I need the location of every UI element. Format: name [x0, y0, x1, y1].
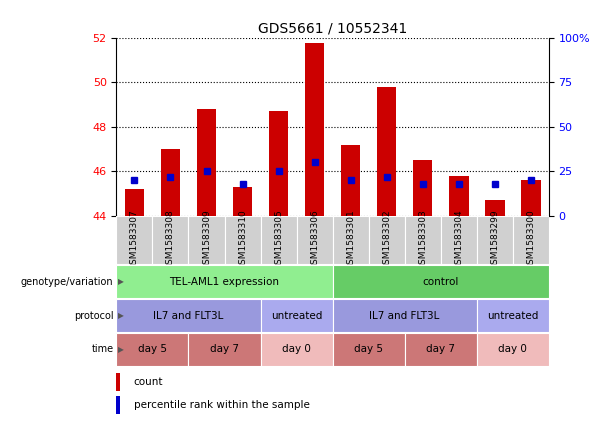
- Bar: [341, 145, 360, 216]
- Bar: [197, 109, 216, 216]
- Bar: [333, 299, 477, 332]
- Bar: [232, 187, 253, 216]
- Bar: [297, 216, 333, 264]
- Bar: [485, 200, 504, 216]
- Text: control: control: [422, 277, 459, 287]
- Bar: [116, 373, 120, 391]
- Text: IL7 and FLT3L: IL7 and FLT3L: [370, 310, 440, 321]
- Bar: [477, 333, 549, 366]
- Text: GSM1583301: GSM1583301: [346, 210, 355, 270]
- Bar: [116, 216, 153, 264]
- Text: ▶: ▶: [118, 277, 124, 286]
- Title: GDS5661 / 10552341: GDS5661 / 10552341: [258, 22, 407, 36]
- Bar: [161, 149, 180, 216]
- Bar: [413, 160, 433, 216]
- Text: GSM1583302: GSM1583302: [382, 210, 391, 270]
- Text: untreated: untreated: [271, 310, 322, 321]
- Bar: [153, 216, 189, 264]
- Bar: [189, 333, 261, 366]
- Bar: [368, 216, 405, 264]
- Bar: [189, 216, 224, 264]
- Bar: [405, 216, 441, 264]
- Text: GSM1583306: GSM1583306: [310, 210, 319, 270]
- Bar: [333, 216, 368, 264]
- Bar: [261, 333, 332, 366]
- Text: GSM1583307: GSM1583307: [130, 210, 139, 270]
- Bar: [520, 180, 541, 216]
- Text: percentile rank within the sample: percentile rank within the sample: [134, 400, 310, 410]
- Text: GSM1583310: GSM1583310: [238, 210, 247, 270]
- Text: GSM1583305: GSM1583305: [274, 210, 283, 270]
- Bar: [116, 265, 333, 298]
- Text: day 0: day 0: [282, 344, 311, 354]
- Bar: [261, 216, 297, 264]
- Text: ▶: ▶: [118, 345, 124, 354]
- Text: GSM1583299: GSM1583299: [490, 210, 499, 270]
- Text: TEL-AML1 expression: TEL-AML1 expression: [170, 277, 280, 287]
- Text: protocol: protocol: [74, 310, 113, 321]
- Text: day 7: day 7: [426, 344, 455, 354]
- Text: GSM1583304: GSM1583304: [454, 210, 463, 270]
- Text: GSM1583303: GSM1583303: [418, 210, 427, 270]
- Bar: [441, 216, 477, 264]
- Text: GSM1583300: GSM1583300: [526, 210, 535, 270]
- Text: untreated: untreated: [487, 310, 538, 321]
- Text: day 5: day 5: [354, 344, 383, 354]
- Bar: [477, 216, 512, 264]
- Text: day 7: day 7: [210, 344, 239, 354]
- Bar: [261, 299, 332, 332]
- Text: genotype/variation: genotype/variation: [21, 277, 113, 287]
- Text: IL7 and FLT3L: IL7 and FLT3L: [153, 310, 224, 321]
- Bar: [116, 299, 261, 332]
- Bar: [124, 189, 145, 216]
- Bar: [405, 333, 476, 366]
- Bar: [512, 216, 549, 264]
- Text: count: count: [134, 377, 163, 387]
- Text: day 0: day 0: [498, 344, 527, 354]
- Text: day 5: day 5: [138, 344, 167, 354]
- Text: time: time: [91, 344, 113, 354]
- Text: GSM1583309: GSM1583309: [202, 210, 211, 270]
- Bar: [116, 333, 189, 366]
- Bar: [116, 396, 120, 414]
- Bar: [305, 43, 324, 216]
- Text: ▶: ▶: [118, 311, 124, 320]
- Bar: [449, 176, 468, 216]
- Bar: [333, 265, 549, 298]
- Bar: [333, 333, 405, 366]
- Bar: [376, 87, 397, 216]
- Text: GSM1583308: GSM1583308: [166, 210, 175, 270]
- Bar: [224, 216, 261, 264]
- Bar: [268, 111, 289, 216]
- Bar: [477, 299, 549, 332]
